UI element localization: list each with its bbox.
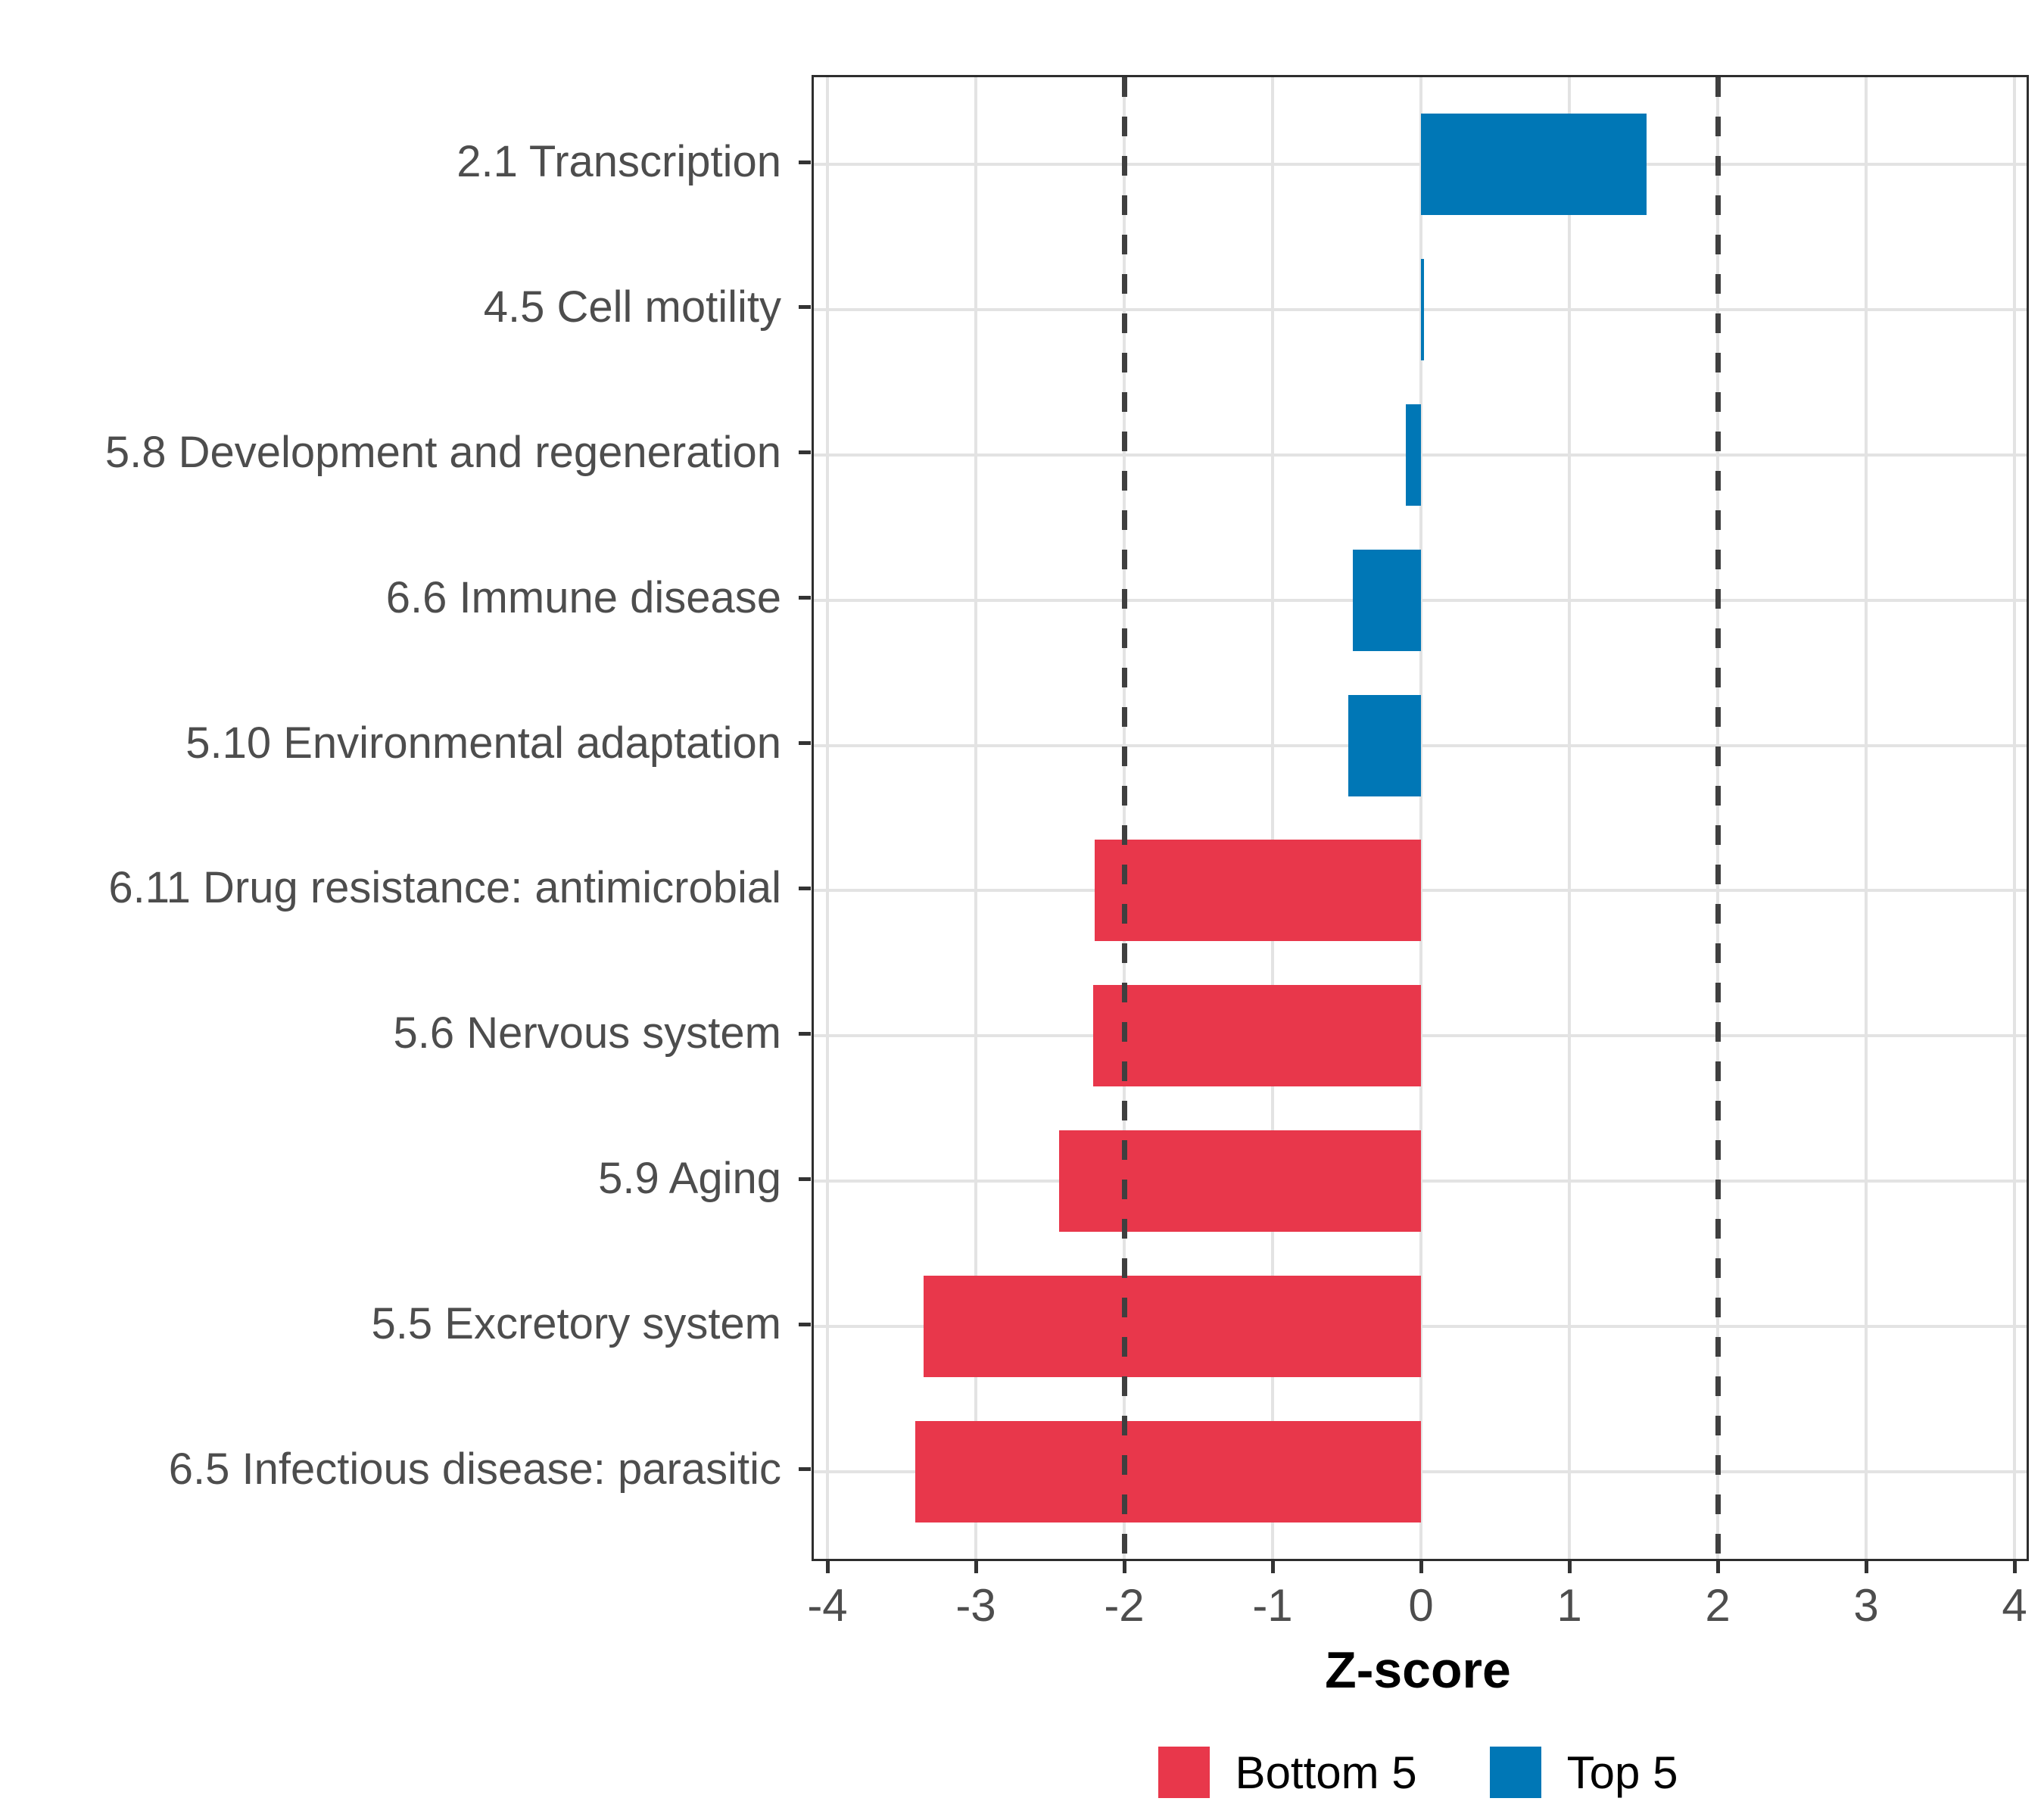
legend-label: Top 5 xyxy=(1566,1747,1678,1798)
v-gridline xyxy=(1419,77,1422,1559)
x-axis-tick xyxy=(826,1561,830,1573)
x-axis-tick xyxy=(1123,1561,1126,1573)
y-axis-tick xyxy=(799,305,811,309)
y-axis-label: 5.8 Development and regeneration xyxy=(104,428,781,477)
y-axis-label: 5.9 Aging xyxy=(598,1154,781,1203)
v-gridline xyxy=(2013,77,2016,1559)
x-axis-tick-label: -4 xyxy=(807,1580,848,1631)
v-gridline xyxy=(1271,77,1274,1559)
x-axis-tick-label: 2 xyxy=(1705,1580,1731,1631)
y-axis-label: 6.6 Immune disease xyxy=(385,573,781,622)
x-axis-tick-label: -2 xyxy=(1104,1580,1145,1631)
x-axis-tick xyxy=(1568,1561,1572,1573)
x-axis-tick-label: 1 xyxy=(1556,1580,1582,1631)
v-gridline xyxy=(1568,77,1571,1559)
x-axis-tick xyxy=(1271,1561,1275,1573)
y-axis-label: 5.10 Environmental adaptation xyxy=(185,718,781,768)
y-axis-label: 5.6 Nervous system xyxy=(393,1008,781,1058)
v-gridline xyxy=(1865,77,1868,1559)
y-axis-tick xyxy=(799,1032,811,1036)
reference-line--2 xyxy=(1122,77,1127,1559)
reference-line-2 xyxy=(1715,77,1721,1559)
bar-6-6-immune-disease xyxy=(1352,550,1421,651)
bar-5-6-nervous-system xyxy=(1092,985,1421,1086)
y-axis-tick xyxy=(799,741,811,745)
y-axis-tick xyxy=(799,161,811,164)
bar-6-5-infectious-disease-parasitic xyxy=(915,1421,1421,1522)
y-axis-label: 4.5 Cell motility xyxy=(483,282,781,332)
plot-panel xyxy=(812,75,2029,1561)
bar-5-10-environmental-adaptation xyxy=(1348,695,1421,796)
y-axis-tick xyxy=(799,450,811,454)
x-axis-title: Z-score xyxy=(1325,1641,1511,1699)
bar-4-5-cell-motility xyxy=(1421,259,1424,360)
x-axis-tick xyxy=(1865,1561,1868,1573)
y-axis-label: 2.1 Transcription xyxy=(456,137,781,186)
y-axis-label: 6.11 Drug resistance: antimicrobial xyxy=(108,863,781,912)
x-axis-tick-label: 3 xyxy=(1853,1580,1879,1631)
legend-item-top-5: Top 5 xyxy=(1489,1747,1678,1799)
bar-2-1-transcription xyxy=(1421,114,1647,215)
y-axis-tick xyxy=(799,887,811,890)
legend-label: Bottom 5 xyxy=(1235,1747,1417,1798)
y-axis-tick xyxy=(799,1467,811,1471)
v-gridline xyxy=(974,77,977,1559)
x-axis-tick-label: -3 xyxy=(955,1580,996,1631)
y-axis-tick xyxy=(799,596,811,600)
bar-5-9-aging xyxy=(1058,1130,1421,1232)
legend-item-bottom-5: Bottom 5 xyxy=(1158,1747,1417,1799)
x-axis-tick-label: 4 xyxy=(2002,1580,2027,1631)
x-axis-tick xyxy=(974,1561,978,1573)
y-axis-tick xyxy=(799,1323,811,1326)
bar-6-11-drug-resistance-antimicrobial xyxy=(1094,840,1421,941)
bar-5-5-excretory-system xyxy=(924,1276,1421,1377)
legend-swatch-top-5 xyxy=(1489,1747,1541,1798)
legend: Bottom 5 Top 5 xyxy=(812,1738,2024,1806)
y-axis-label: 5.5 Excretory system xyxy=(371,1299,781,1348)
x-axis-tick-label: 0 xyxy=(1408,1580,1434,1631)
legend-swatch-bottom-5 xyxy=(1158,1747,1210,1798)
x-axis-tick-label: -1 xyxy=(1252,1580,1293,1631)
y-axis-tick xyxy=(799,1177,811,1181)
y-axis-label: 6.5 Infectious disease: parasitic xyxy=(168,1445,781,1494)
v-gridline xyxy=(826,77,829,1559)
x-axis-tick xyxy=(2013,1561,2017,1573)
bar-5-8-development-and-regeneration xyxy=(1406,404,1421,506)
x-axis-tick xyxy=(1419,1561,1423,1573)
x-axis-tick xyxy=(1716,1561,1720,1573)
